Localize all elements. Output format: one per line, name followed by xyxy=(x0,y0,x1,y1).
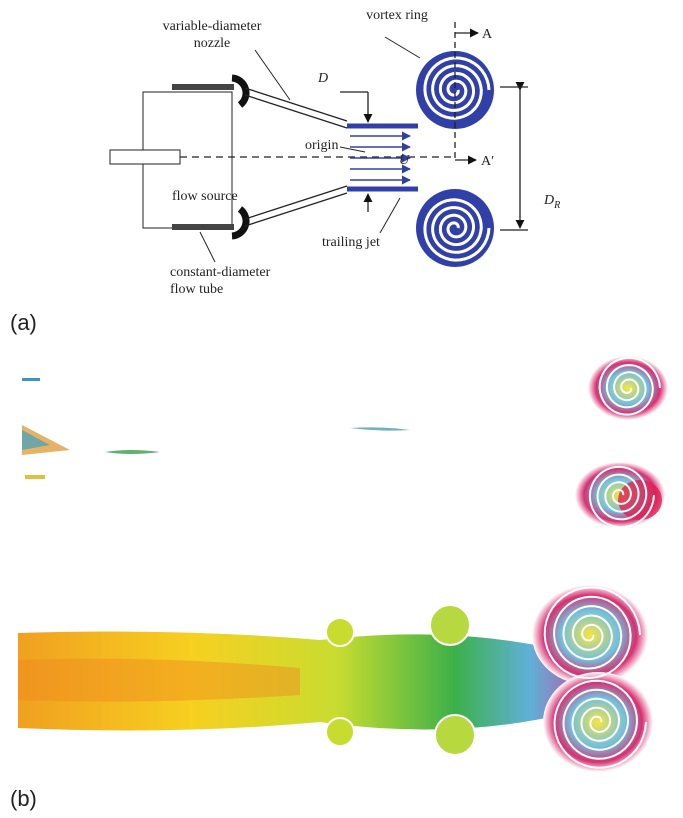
hinge-bottom xyxy=(232,209,246,236)
tube-bottom xyxy=(172,224,234,230)
nozzle-label: nozzle xyxy=(194,36,231,51)
rod xyxy=(110,150,180,164)
nozzle-top xyxy=(245,88,347,128)
tube-label: constant-diameter xyxy=(170,265,271,280)
hinge-top xyxy=(232,78,246,105)
velocity-label: U xyxy=(399,153,410,168)
vortex-ring-label: vortex ring xyxy=(366,8,428,23)
flow-image-bottom xyxy=(18,585,653,772)
section-label: A′ xyxy=(481,154,494,169)
tube-top xyxy=(172,84,234,90)
jet-label: trailing jet xyxy=(322,235,380,250)
figure: variable-diameter nozzle vortex ring A A… xyxy=(0,0,683,818)
nozzle-label: variable-diameter xyxy=(163,19,262,34)
leader-jet xyxy=(380,198,400,233)
ring-diameter-label: DR xyxy=(543,193,560,211)
source-label: flow source xyxy=(172,189,238,204)
ring-diameter-sub: R xyxy=(553,200,560,211)
leader-vortex xyxy=(385,37,420,58)
tube-label: flow tube xyxy=(170,282,223,297)
ring-diameter-main: D xyxy=(543,193,554,208)
flow-image-top xyxy=(22,356,668,528)
leader-tube xyxy=(200,232,215,262)
nozzle-diameter-label: D xyxy=(317,71,328,86)
nozzle-bottom xyxy=(245,186,347,226)
panel-label: (b) xyxy=(10,786,37,811)
origin-label: origin xyxy=(305,138,338,153)
panel-label: (a) xyxy=(10,310,37,335)
section-label: A xyxy=(482,27,493,42)
